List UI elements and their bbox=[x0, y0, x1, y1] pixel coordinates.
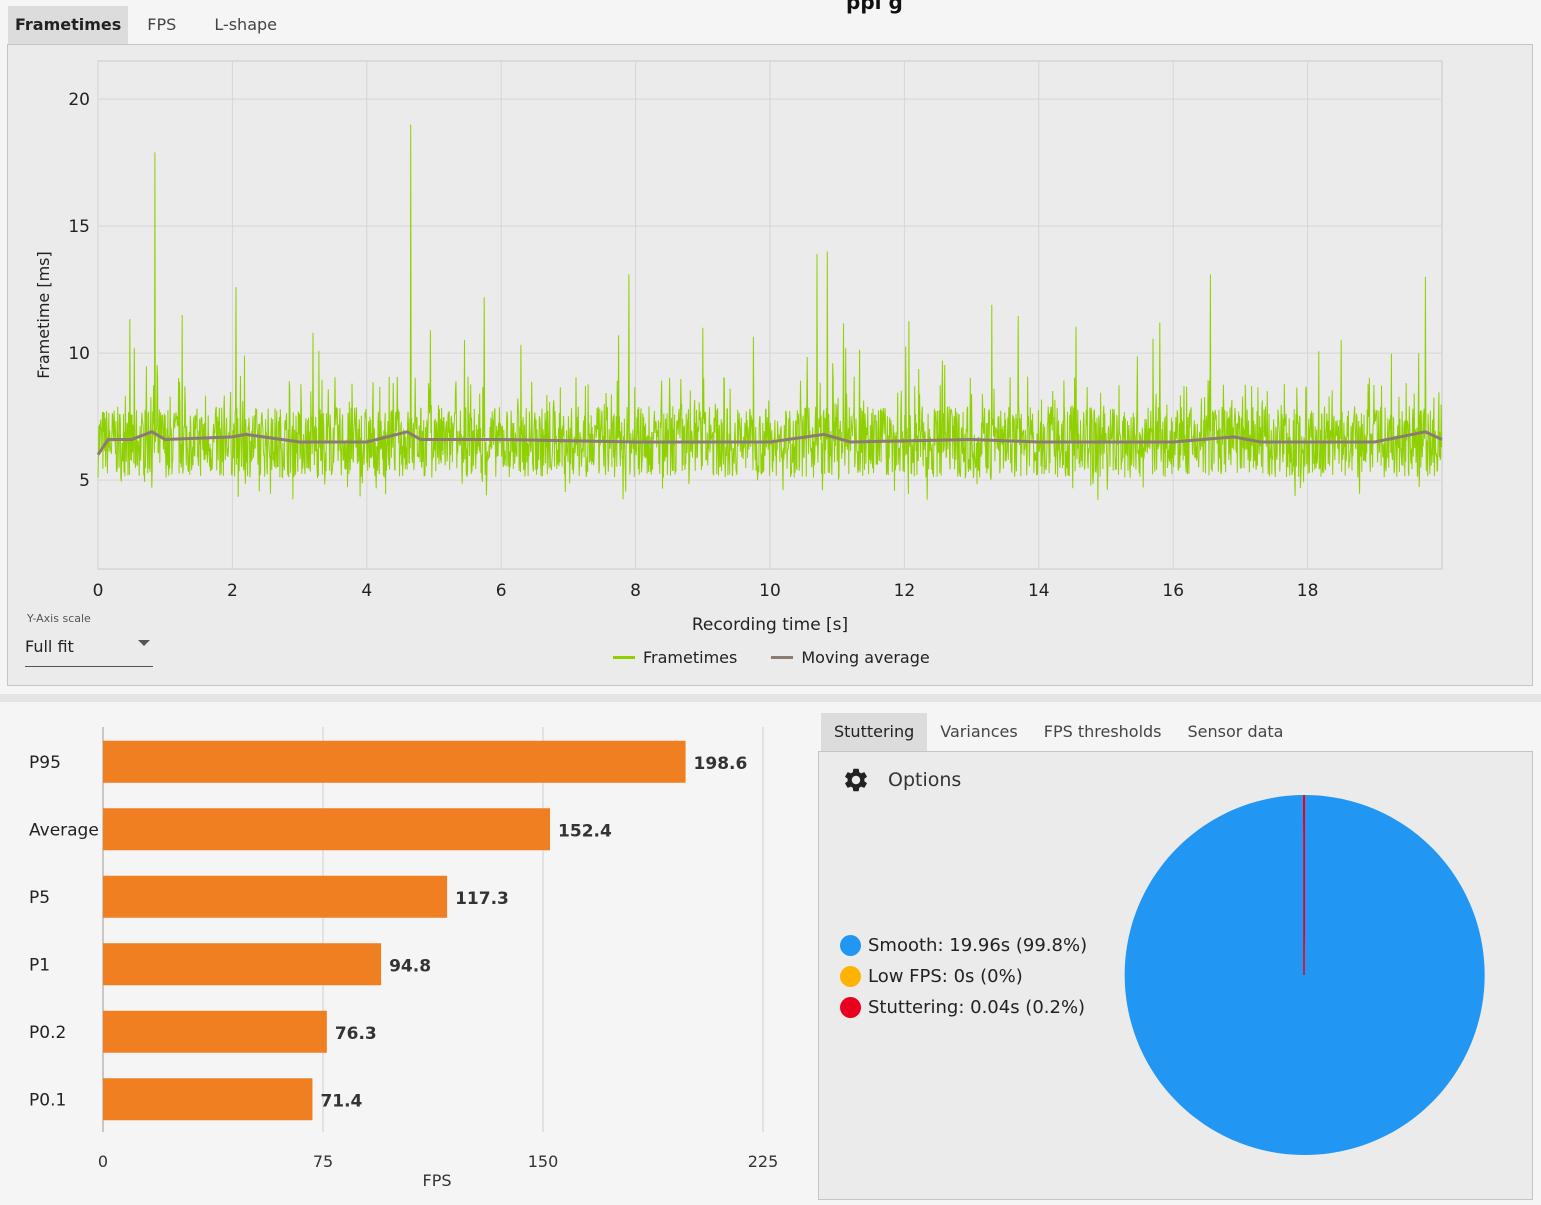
bar-value-label: 76.3 bbox=[335, 1024, 377, 1044]
options-button[interactable]: Options bbox=[842, 766, 961, 794]
bar-value-label: 198.6 bbox=[694, 754, 748, 774]
tab-fps[interactable]: FPS bbox=[147, 15, 177, 34]
smooth-dot bbox=[840, 935, 861, 956]
frametime-ticks: 0 2 4 6 8 10 12 14 16 18 5 10 15 20 bbox=[68, 90, 1318, 601]
bar-grid: 0 75 150 225 bbox=[98, 727, 778, 1171]
legend-item-frametimes: Frametimes bbox=[613, 648, 737, 667]
x-tick-label: 16 bbox=[1162, 581, 1184, 601]
bar-category-label: P5 bbox=[29, 888, 50, 908]
x-tick-label: 0 bbox=[93, 581, 104, 601]
y-tick-label: 10 bbox=[68, 344, 90, 364]
bar-marks: P95 198.6 Average 152.4 P5 117.3 P1 94.8 P0.2 76.… bbox=[29, 740, 748, 1121]
bar-value-label: 94.8 bbox=[389, 956, 431, 976]
frametime-legend: Frametimes Moving average bbox=[613, 645, 964, 669]
bar-x-tick-label: 225 bbox=[748, 1152, 779, 1171]
fps-bar-chart: 0 75 150 225 P95 198.6 Average 152.4 P5 117.3 P1 9… bbox=[29, 727, 778, 1190]
x-tick-label: 10 bbox=[759, 581, 781, 601]
frametimes-swatch bbox=[613, 655, 635, 659]
chevron-down-icon bbox=[138, 640, 150, 646]
bar-x-tick-label: 75 bbox=[313, 1152, 333, 1171]
bar-category-label: P0.2 bbox=[29, 1023, 66, 1043]
legend-value-smooth: 19.96s (99.8%) bbox=[949, 935, 1088, 956]
bar-value-label: 71.4 bbox=[320, 1091, 362, 1111]
frametimes-series-line bbox=[97, 124, 1443, 500]
y-axis-scale-value: Full fit bbox=[25, 637, 74, 656]
tab-l-shape[interactable]: L-shape bbox=[214, 15, 277, 34]
stuttering-pie-chart bbox=[1124, 794, 1485, 1155]
bar bbox=[103, 1078, 313, 1121]
legend-item-moving-average: Moving average bbox=[771, 647, 930, 667]
legend-label-moving-average: Moving average bbox=[801, 647, 930, 667]
stuttering-legend: Smooth: 19.96s (99.8%) Low FPS: 0s (0%) … bbox=[840, 930, 1087, 1023]
y-axis-scale-label: Y-Axis scale bbox=[27, 612, 91, 625]
x-tick-label: 8 bbox=[630, 581, 641, 601]
moving-average-swatch bbox=[771, 655, 794, 659]
legend-value-low-fps: 0s (0%) bbox=[953, 966, 1023, 987]
tab-stuttering[interactable]: Stuttering bbox=[821, 713, 928, 751]
legend-label-stuttering: Stuttering: bbox=[868, 997, 965, 1018]
frametime-y-axis-label: Frametime [ms] bbox=[34, 251, 53, 379]
x-tick-label: 12 bbox=[894, 581, 916, 601]
tab-fps-thresholds[interactable]: FPS thresholds bbox=[1043, 722, 1162, 741]
x-tick-label: 6 bbox=[496, 581, 507, 601]
legend-item-smooth: Smooth: 19.96s (99.8%) bbox=[840, 930, 1087, 961]
legend-item-low-fps: Low FPS: 0s (0%) bbox=[840, 961, 1087, 992]
frametime-x-axis-label: Recording time [s] bbox=[692, 615, 848, 635]
legend-label-smooth: Smooth: bbox=[868, 935, 944, 956]
bar bbox=[103, 740, 686, 783]
bar-x-tick-label: 0 bbox=[98, 1152, 108, 1171]
analysis-tabs: Stuttering Variances FPS thresholds Sens… bbox=[821, 713, 1296, 751]
legend-label-frametimes: Frametimes bbox=[643, 647, 738, 667]
x-tick-label: 14 bbox=[1028, 581, 1050, 601]
legend-label-low-fps: Low FPS: bbox=[868, 966, 948, 987]
moving-average-series-line bbox=[96, 430, 1443, 456]
bar-category-label: Average bbox=[29, 820, 99, 840]
frametime-grid bbox=[97, 60, 1443, 570]
tab-frametimes[interactable]: Frametimes bbox=[8, 6, 129, 44]
bar bbox=[103, 808, 551, 851]
bar-value-label: 152.4 bbox=[558, 821, 612, 841]
x-tick-label: 18 bbox=[1297, 581, 1319, 601]
bar bbox=[103, 875, 448, 918]
bar bbox=[103, 1010, 327, 1053]
bar-category-label: P0.1 bbox=[29, 1090, 66, 1110]
x-tick-label: 2 bbox=[227, 581, 238, 601]
frametime-chart: 0 2 4 6 8 10 12 14 16 18 5 10 15 20 Frametime [ms] Re… bbox=[34, 60, 1443, 635]
y-tick-label: 5 bbox=[79, 471, 90, 491]
options-label: Options bbox=[888, 769, 962, 791]
low-fps-dot bbox=[840, 966, 861, 987]
bar-value-label: 117.3 bbox=[455, 889, 509, 909]
y-tick-label: 20 bbox=[68, 90, 90, 110]
bar-x-tick-label: 150 bbox=[528, 1152, 559, 1171]
bar-category-label: P95 bbox=[29, 753, 61, 773]
gear-icon bbox=[845, 768, 867, 792]
bar-category-label: P1 bbox=[29, 955, 50, 975]
y-axis-scale-dropdown[interactable]: Full fit bbox=[25, 634, 153, 667]
tab-variances[interactable]: Variances bbox=[940, 722, 1018, 741]
y-tick-label: 15 bbox=[68, 217, 90, 237]
tab-sensor-data[interactable]: Sensor data bbox=[1187, 722, 1284, 741]
chart-tabs: Frametimes FPS L-shape bbox=[8, 6, 296, 44]
legend-value-stuttering: 0.04s (0.2%) bbox=[970, 997, 1086, 1018]
x-tick-label: 4 bbox=[361, 581, 372, 601]
stuttering-dot bbox=[840, 997, 861, 1018]
bar-x-axis-label: FPS bbox=[422, 1171, 451, 1190]
window-title-fragment: ppi g bbox=[846, 0, 903, 14]
legend-item-stuttering: Stuttering: 0.04s (0.2%) bbox=[840, 992, 1087, 1023]
panel-divider bbox=[0, 694, 1541, 702]
bar bbox=[103, 943, 382, 986]
